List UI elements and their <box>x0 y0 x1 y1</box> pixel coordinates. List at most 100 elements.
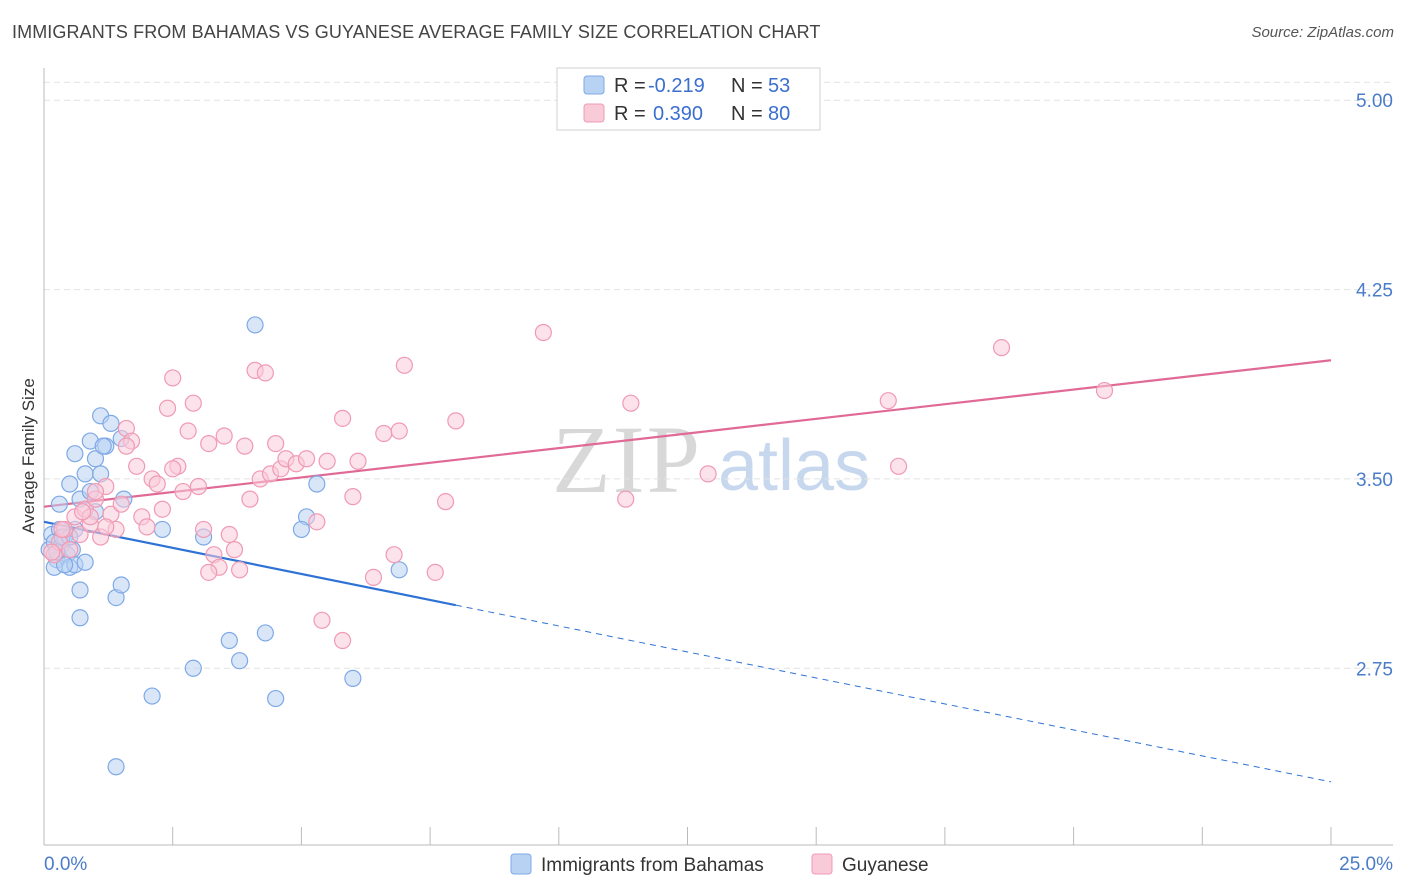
point-guyanese <box>992 339 1011 357</box>
chart-title: IMMIGRANTS FROM BAHAMAS VS GUYANESE AVER… <box>12 22 821 42</box>
point-guyanese <box>138 518 156 536</box>
x-tick-label-min: 0.0% <box>44 854 87 875</box>
point-guyanese <box>148 475 166 493</box>
point-guyanese <box>220 525 238 544</box>
point-guyanese <box>256 364 274 382</box>
point-bahamas <box>143 687 161 705</box>
point-bahamas <box>220 631 238 650</box>
data-points <box>40 316 1114 776</box>
series-legend-label-bahamas: Immigrants from Bahamas <box>541 855 764 876</box>
y-tick-labels: 2.75 3.50 4.25 5.00 <box>1356 91 1393 680</box>
point-guyanese <box>97 518 115 536</box>
point-guyanese <box>153 500 172 518</box>
point-bahamas <box>66 445 84 463</box>
legend-n-value-2: 80 <box>768 103 790 125</box>
watermark-atlas: atlas <box>718 426 870 506</box>
point-guyanese <box>344 488 362 506</box>
point-guyanese <box>112 495 130 513</box>
point-bahamas <box>344 669 362 687</box>
point-guyanese <box>436 493 455 511</box>
legend-r-label-1: R = <box>614 75 646 97</box>
point-bahamas <box>55 556 74 574</box>
series-legend-label-guyanese: Guyanese <box>842 855 929 876</box>
point-guyanese <box>889 457 908 475</box>
trend-line-bahamas-extrapolated <box>455 604 1332 783</box>
point-guyanese <box>200 434 218 453</box>
point-guyanese <box>375 424 393 443</box>
point-guyanese <box>194 520 213 539</box>
point-guyanese <box>179 422 197 440</box>
point-guyanese <box>333 631 352 650</box>
point-bahamas <box>86 450 105 468</box>
point-bahamas <box>61 475 79 493</box>
point-guyanese <box>61 541 79 559</box>
y-tick-label: 4.25 <box>1356 281 1393 302</box>
point-bahamas <box>76 553 94 571</box>
point-guyanese <box>215 427 233 445</box>
point-guyanese <box>879 392 897 410</box>
point-guyanese <box>390 422 408 440</box>
point-guyanese <box>364 568 383 586</box>
x-tick-label-max: 25.0% <box>1339 854 1393 875</box>
point-bahamas <box>102 414 120 432</box>
point-guyanese <box>53 520 71 539</box>
legend-n-label-2: N = <box>731 103 763 125</box>
point-bahamas <box>112 576 130 594</box>
point-bahamas <box>292 520 310 539</box>
point-guyanese <box>74 503 92 521</box>
point-bahamas <box>50 495 69 513</box>
legend-r-value-2: 0.390 <box>653 103 703 125</box>
point-guyanese <box>1095 381 1114 400</box>
point-bahamas <box>184 659 202 677</box>
y-tick-label: 5.00 <box>1356 91 1393 112</box>
point-guyanese <box>174 482 192 501</box>
point-guyanese <box>164 369 182 387</box>
point-guyanese <box>297 450 316 468</box>
y-tick-label: 2.75 <box>1356 659 1393 680</box>
point-bahamas <box>390 561 408 579</box>
point-guyanese <box>385 546 403 564</box>
point-guyanese <box>128 457 146 475</box>
point-bahamas <box>71 609 89 627</box>
point-bahamas <box>71 581 89 599</box>
y-axis-title: Average Family Size <box>19 378 38 534</box>
point-guyanese <box>426 563 444 581</box>
point-bahamas <box>153 520 172 539</box>
point-guyanese <box>225 541 244 559</box>
legend-r-value-1: -0.219 <box>648 75 705 97</box>
y-tick-label: 3.50 <box>1356 470 1393 491</box>
correlation-legend: R = -0.219 N = 53 R = 0.390 N = 80 <box>556 67 821 131</box>
point-guyanese <box>699 465 717 483</box>
point-guyanese <box>267 434 285 453</box>
point-guyanese <box>447 412 465 430</box>
point-bahamas <box>246 316 264 334</box>
point-guyanese <box>349 452 367 470</box>
point-bahamas <box>231 652 249 670</box>
point-bahamas <box>256 624 274 642</box>
point-guyanese <box>236 437 254 455</box>
legend-n-value-1: 53 <box>768 75 790 97</box>
point-bahamas <box>94 437 112 455</box>
legend-n-label-1: N = <box>731 75 763 97</box>
point-guyanese <box>71 525 89 544</box>
legend-swatch-bahamas <box>583 75 605 95</box>
series-legend-swatch-guyanese <box>811 853 833 875</box>
point-guyanese <box>622 394 640 412</box>
point-bahamas <box>107 758 125 776</box>
point-bahamas <box>267 689 285 708</box>
point-guyanese <box>200 563 218 581</box>
legend-r-label-2: R = <box>614 103 646 125</box>
point-guyanese <box>164 460 182 478</box>
legend-swatch-guyanese <box>583 103 605 123</box>
series-legend-swatch-bahamas <box>510 853 532 875</box>
axes <box>43 68 1393 846</box>
point-bahamas <box>308 475 326 493</box>
point-guyanese <box>86 482 105 501</box>
point-guyanese <box>617 490 635 508</box>
point-guyanese <box>184 394 202 412</box>
point-guyanese <box>241 490 259 508</box>
point-bahamas <box>76 465 94 483</box>
point-guyanese <box>395 356 413 374</box>
point-guyanese <box>313 611 331 629</box>
